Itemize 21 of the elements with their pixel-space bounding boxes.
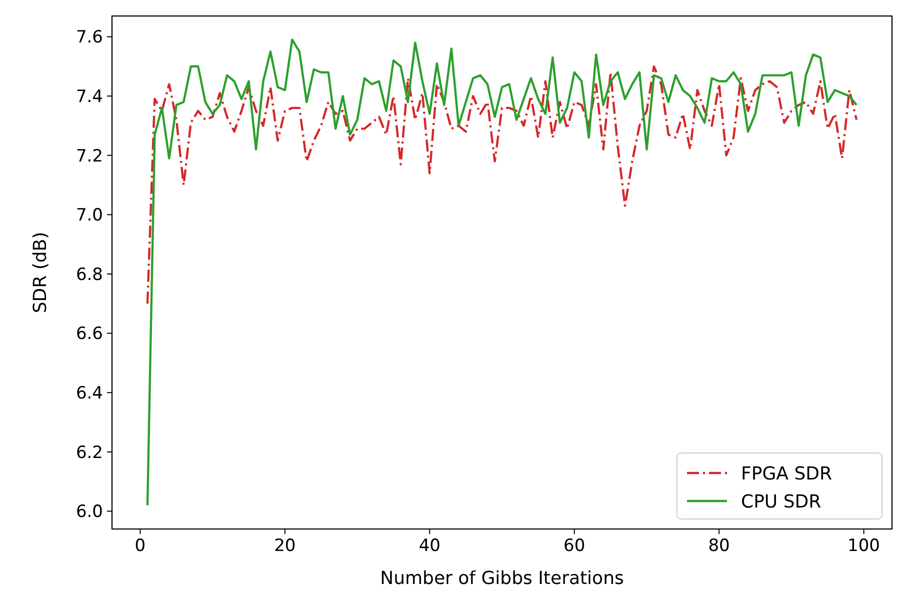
x-tick-label: 100 xyxy=(848,536,880,556)
line-series xyxy=(146,38,858,506)
y-axis-title: SDR (dB) xyxy=(30,232,51,314)
y-tick-label: 7.4 xyxy=(76,87,103,108)
y-tick-label: 7.2 xyxy=(76,146,103,166)
y-tick-label: 6.4 xyxy=(76,384,103,404)
y-tick-label: 6.0 xyxy=(76,502,103,522)
line-series xyxy=(146,65,858,305)
y-tick-label: 7.0 xyxy=(76,206,103,226)
y-tick-label: 7.6 xyxy=(76,28,103,48)
x-axis-title: Number of Gibbs Iterations xyxy=(380,568,624,589)
y-tick-label: 6.6 xyxy=(76,324,103,344)
x-tick-label: 80 xyxy=(708,536,730,556)
x-tick-label: 0 xyxy=(134,536,146,556)
x-tick-label: 60 xyxy=(564,536,586,556)
x-tick-label: 20 xyxy=(274,536,296,556)
y-tick-label: 6.8 xyxy=(76,264,103,285)
legend-label: CPU SDR xyxy=(741,491,822,512)
y-tick-label: 6.2 xyxy=(76,442,103,463)
x-tick-label: 40 xyxy=(418,536,440,556)
legend-label: FPGA SDR xyxy=(741,463,832,484)
